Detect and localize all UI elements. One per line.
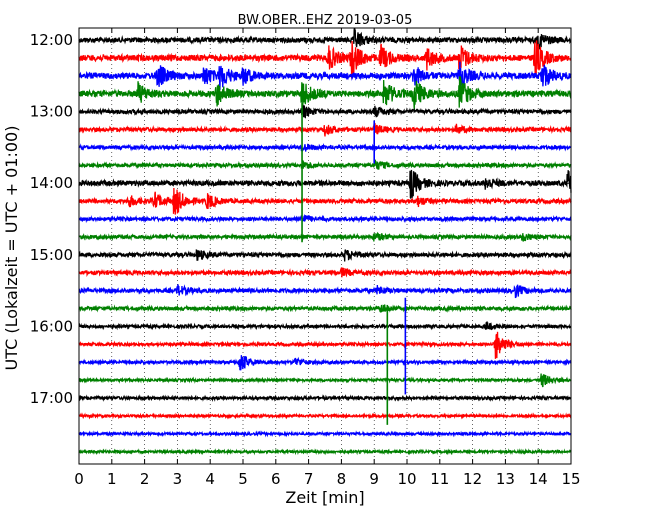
trace-row (78, 394, 572, 402)
x-tick-label: 7 (304, 470, 314, 488)
x-tick-label: 5 (238, 470, 248, 488)
x-tick-label: 0 (74, 470, 84, 488)
trace-row (78, 213, 572, 224)
x-axis-label: Zeit [min] (285, 488, 364, 507)
spike-lines (301, 102, 407, 425)
x-tick-label: 9 (369, 470, 379, 488)
x-tick-label: 8 (337, 470, 347, 488)
trace-row (78, 249, 572, 262)
trace-row (78, 105, 572, 119)
trace-row (78, 355, 572, 371)
x-tick-label: 10 (397, 470, 416, 488)
y-tick-label: 17:00 (30, 389, 73, 407)
trace-row (78, 430, 572, 438)
trace-row (78, 412, 572, 420)
trace-row (78, 231, 572, 242)
trace-row (78, 187, 572, 215)
chart-title: BW.OBER..EHZ 2019-03-05 (238, 13, 413, 28)
x-tick-label: 12 (463, 470, 482, 488)
trace-row (78, 331, 572, 359)
trace-row (78, 284, 572, 299)
x-tick-label: 1 (107, 470, 117, 488)
y-tick-label: 14:00 (30, 174, 73, 192)
trace-row (78, 159, 572, 170)
y-tick-label: 16:00 (30, 317, 73, 335)
trace-row (78, 122, 572, 137)
y-tick-label: 12:00 (30, 31, 73, 49)
x-axis-ticks: 0 1 2 3 4 5 6 7 8 9 10 11 12 13 14 15 (74, 28, 581, 488)
y-axis-ticks: 12:00 13:00 14:00 15:00 16:00 17:00 (30, 31, 571, 407)
x-tick-label: 6 (271, 470, 281, 488)
x-tick-label: 2 (140, 470, 150, 488)
trace-row (78, 143, 572, 152)
x-tick-label: 4 (205, 470, 215, 488)
plot-frame (78, 27, 572, 465)
trace-row (78, 61, 572, 91)
trace-row (78, 448, 572, 456)
trace-row (78, 169, 572, 200)
x-tick-label: 3 (173, 470, 183, 488)
trace-row (78, 40, 572, 79)
x-tick-label: 13 (496, 470, 515, 488)
x-tick-label: 11 (430, 470, 449, 488)
trace-lines (78, 27, 572, 456)
x-tick-label: 14 (529, 470, 548, 488)
x-tick-label: 15 (561, 470, 580, 488)
trace-row (78, 373, 572, 388)
y-axis-label: UTC (Lokalzeit = UTC + 01:00) (2, 126, 21, 371)
trace-row (78, 76, 572, 111)
trace-row (78, 27, 572, 51)
y-tick-label: 15:00 (30, 246, 73, 264)
y-tick-label: 13:00 (30, 103, 73, 121)
trace-row (78, 267, 572, 278)
trace-row (78, 304, 572, 313)
trace-row (78, 321, 572, 331)
